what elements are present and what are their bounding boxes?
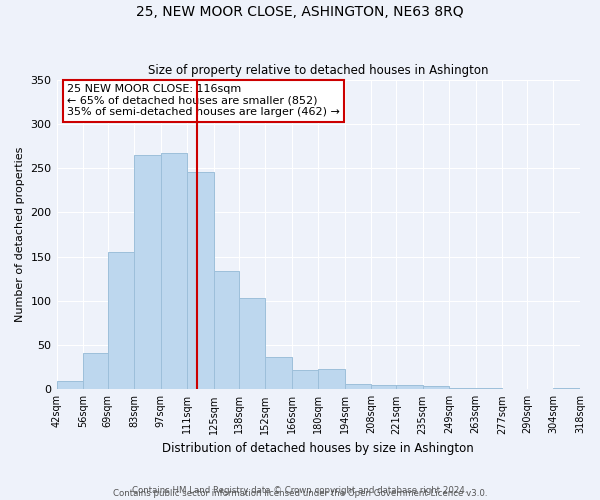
Bar <box>265 358 292 390</box>
Bar <box>83 353 108 390</box>
Bar <box>187 172 214 390</box>
Bar <box>318 369 345 390</box>
Text: Contains HM Land Registry data © Crown copyright and database right 2024.: Contains HM Land Registry data © Crown c… <box>132 486 468 495</box>
Bar <box>134 155 161 390</box>
Text: Contains public sector information licensed under the Open Government Licence v3: Contains public sector information licen… <box>113 488 487 498</box>
Bar <box>449 388 476 390</box>
Text: 25 NEW MOOR CLOSE: 116sqm
← 65% of detached houses are smaller (852)
35% of semi: 25 NEW MOOR CLOSE: 116sqm ← 65% of detac… <box>67 84 340 117</box>
Bar <box>108 252 134 390</box>
Bar <box>396 385 422 390</box>
Bar <box>371 385 396 390</box>
Bar <box>56 382 83 390</box>
Bar <box>239 298 265 390</box>
Bar <box>553 388 580 390</box>
Bar <box>422 386 449 390</box>
Bar <box>345 384 371 390</box>
Text: 25, NEW MOOR CLOSE, ASHINGTON, NE63 8RQ: 25, NEW MOOR CLOSE, ASHINGTON, NE63 8RQ <box>136 5 464 19</box>
Bar <box>161 153 187 390</box>
Bar <box>214 270 239 390</box>
X-axis label: Distribution of detached houses by size in Ashington: Distribution of detached houses by size … <box>163 442 474 455</box>
Bar <box>476 388 502 390</box>
Title: Size of property relative to detached houses in Ashington: Size of property relative to detached ho… <box>148 64 488 77</box>
Y-axis label: Number of detached properties: Number of detached properties <box>15 146 25 322</box>
Bar <box>292 370 318 390</box>
